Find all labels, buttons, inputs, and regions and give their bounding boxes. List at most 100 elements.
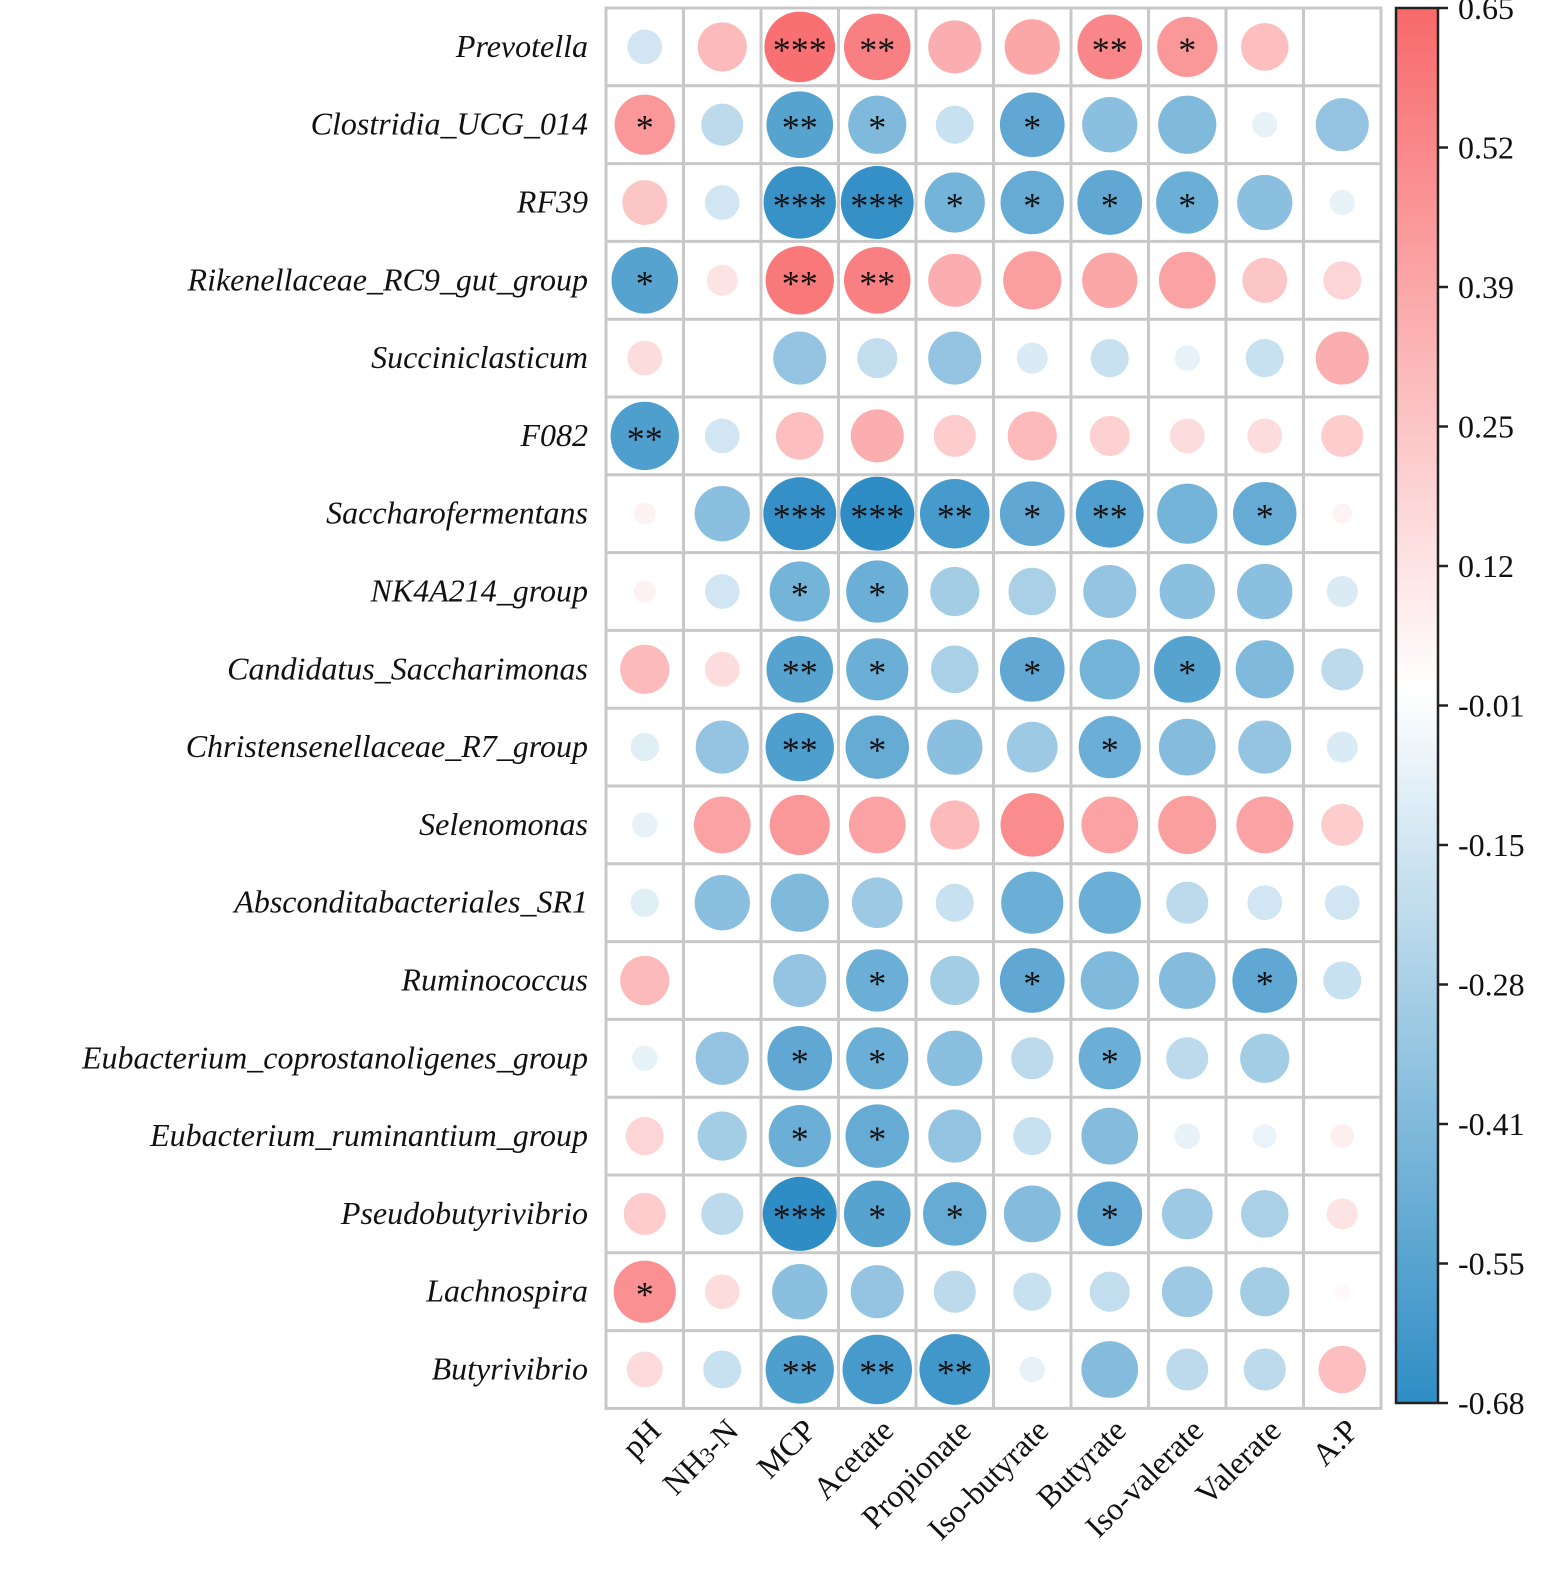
correlation-circle xyxy=(1080,951,1139,1010)
correlation-circle xyxy=(846,638,909,701)
correlation-circle xyxy=(1078,716,1141,779)
significance-mark: * xyxy=(636,108,654,148)
correlation-circle xyxy=(1241,23,1289,71)
significance-mark: *** xyxy=(773,186,827,226)
correlation-circle xyxy=(704,418,740,454)
correlation-circle xyxy=(1326,1198,1358,1230)
correlation-circle xyxy=(1011,1037,1054,1080)
correlation-circle xyxy=(773,953,827,1008)
correlation-circle xyxy=(919,478,990,549)
row-label: Christensenellaceae_R7_group xyxy=(186,728,588,764)
correlation-circle xyxy=(928,253,982,307)
correlation-circle xyxy=(633,580,656,603)
correlation-circle xyxy=(773,331,827,385)
colorbar-tick-label: -0.01 xyxy=(1458,688,1525,724)
correlation-circle xyxy=(704,574,740,609)
correlation-circle xyxy=(850,1265,904,1319)
correlation-circle xyxy=(697,1111,747,1161)
colorbar-tick-label: 0.12 xyxy=(1458,548,1514,584)
row-label: Succiniclasticum xyxy=(371,339,588,375)
significance-mark: * xyxy=(1101,1041,1119,1081)
correlation-circle xyxy=(1157,16,1218,77)
significance-mark: * xyxy=(1023,497,1041,537)
colorbar-tick-label: -0.55 xyxy=(1458,1246,1525,1282)
correlation-circle xyxy=(935,105,974,144)
correlation-circle xyxy=(931,645,979,694)
row-label: NK4A214_group xyxy=(370,573,589,609)
significance-mark: * xyxy=(1256,964,1274,1004)
correlation-circle xyxy=(627,340,663,376)
significance-mark: * xyxy=(791,575,809,615)
correlation-circle xyxy=(930,800,980,850)
correlation-circle xyxy=(1323,961,1362,1000)
correlation-circle xyxy=(703,1350,742,1389)
correlation-circle xyxy=(765,1335,834,1404)
correlation-circle xyxy=(1003,251,1062,310)
significance-mark: * xyxy=(946,186,964,226)
row-label: Lachnospira xyxy=(425,1273,588,1309)
column-label: pH xyxy=(615,1412,668,1465)
significance-mark: ** xyxy=(1092,497,1128,537)
correlation-circle xyxy=(1247,885,1283,921)
correlation-circle xyxy=(933,1270,976,1313)
correlation-circle xyxy=(632,812,658,838)
significance-mark: * xyxy=(868,108,886,148)
correlation-circle xyxy=(766,636,834,703)
correlation-circle xyxy=(1079,639,1140,700)
correlation-circle xyxy=(1252,112,1278,138)
correlation-circle xyxy=(927,1030,983,1086)
correlation-circle xyxy=(762,1176,837,1251)
correlation-circle xyxy=(1174,1123,1200,1149)
correlation-circle xyxy=(843,247,911,314)
correlation-circle xyxy=(999,948,1065,1013)
correlation-circle xyxy=(928,20,982,74)
correlation-circle xyxy=(1078,1027,1141,1090)
correlation-circle xyxy=(693,796,751,854)
significance-mark: *** xyxy=(850,186,904,226)
correlation-circle xyxy=(999,92,1065,158)
correlation-circle xyxy=(1326,575,1358,608)
significance-mark: * xyxy=(1101,730,1119,770)
correlation-circle xyxy=(706,264,738,296)
correlation-circle xyxy=(1158,952,1216,1009)
colorbar-tick-label: 0.25 xyxy=(1458,409,1514,445)
correlation-circle xyxy=(1158,795,1217,854)
significance-mark: ** xyxy=(859,1353,895,1393)
column-label: NH3-N xyxy=(655,1412,745,1502)
significance-mark: ** xyxy=(1092,30,1128,70)
correlation-circle xyxy=(924,172,985,233)
correlation-circle xyxy=(1081,1341,1139,1398)
correlation-circle xyxy=(1159,563,1215,620)
significance-mark: ** xyxy=(782,652,818,692)
correlation-circle xyxy=(843,1180,911,1248)
correlation-circle xyxy=(764,11,836,83)
significance-mark: ** xyxy=(782,1353,818,1393)
correlation-circle xyxy=(1238,720,1292,774)
significance-mark: ** xyxy=(782,108,818,148)
correlation-circle xyxy=(763,477,837,551)
correlation-circle xyxy=(1318,1345,1366,1394)
significance-marks: *** ** ** ** ** * **** *** * * * ** ** ******* *** ** * *… xyxy=(627,30,1274,1393)
colorbar-tick-label: -0.15 xyxy=(1458,827,1525,863)
correlation-circle xyxy=(1166,1348,1209,1391)
correlation-circle xyxy=(695,1031,749,1085)
significance-mark: *** xyxy=(773,1197,827,1237)
column-label: A:P xyxy=(1305,1412,1366,1473)
correlation-circle xyxy=(620,644,670,694)
correlation-circle xyxy=(1252,1124,1277,1148)
significance-mark: * xyxy=(868,1119,886,1159)
colorbar-gradient xyxy=(1394,6,1440,1405)
significance-mark: * xyxy=(946,1197,964,1237)
correlation-circle xyxy=(1001,871,1064,934)
correlation-circle xyxy=(763,166,836,239)
correlation-circle xyxy=(1161,1188,1213,1240)
correlation-circle xyxy=(919,1334,991,1405)
significance-mark: * xyxy=(1178,186,1196,226)
row-label: Candidatus_Saccharimonas xyxy=(227,650,588,686)
correlation-circle xyxy=(1241,1190,1289,1238)
significance-mark: * xyxy=(1101,186,1119,226)
correlation-circle xyxy=(1337,42,1347,52)
correlation-circle xyxy=(694,875,750,931)
correlation-circle xyxy=(935,883,974,922)
correlation-circle xyxy=(625,1117,664,1156)
